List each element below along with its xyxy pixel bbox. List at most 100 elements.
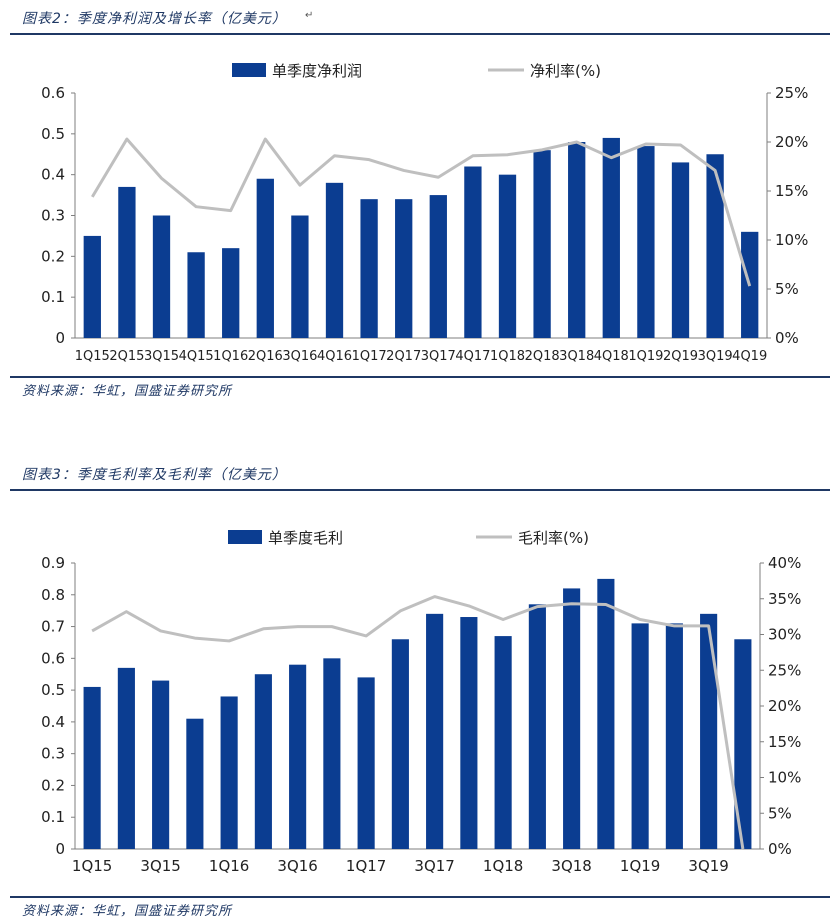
y2-tick-label: 35% <box>768 590 801 608</box>
y-tick-label: 0.6 <box>41 649 65 667</box>
bar-1Q19 <box>631 623 649 849</box>
bar-2Q18 <box>528 604 546 849</box>
figure-1-top-rule <box>10 33 830 35</box>
x-tick-label: 3Q18 <box>551 857 591 875</box>
y2-tick-label: 20% <box>775 133 808 151</box>
line-series-margin <box>91 137 752 287</box>
x-tick-label: 4Q18 <box>594 349 629 364</box>
x-tick-label: 4Q17 <box>455 349 490 364</box>
bar-2Q15 <box>118 186 136 338</box>
x-tick-label: 3Q15 <box>140 857 180 875</box>
bar-4Q17 <box>460 617 478 849</box>
legend-bar-label: 单季度毛利 <box>268 529 343 547</box>
y2-tick-label: 25% <box>768 661 801 679</box>
bar-3Q16 <box>289 664 307 849</box>
x-tick-label: 4Q16 <box>317 349 352 364</box>
bar-3Q18 <box>568 142 586 338</box>
x-tick-label: 3Q16 <box>282 349 317 364</box>
x-tick-label: 2Q19 <box>663 349 698 364</box>
y-tick-label: 0.5 <box>41 125 65 143</box>
legend-bar-swatch <box>228 530 262 544</box>
bar-1Q16 <box>222 248 240 338</box>
bar-2Q15 <box>117 667 135 849</box>
x-tick-label: 2Q17 <box>386 349 421 364</box>
x-tick-label: 1Q17 <box>352 349 387 364</box>
bar-3Q15 <box>152 680 170 849</box>
legend-line-label: 毛利率(%) <box>518 529 589 547</box>
y2-tick-label: 10% <box>775 231 808 249</box>
bar-3Q17 <box>429 195 447 338</box>
y2-tick-label: 15% <box>775 182 808 200</box>
x-tick-label: 3Q18 <box>559 349 594 364</box>
y2-tick-label: 20% <box>768 697 801 715</box>
bar-2Q16 <box>256 178 274 338</box>
bar-4Q16 <box>325 182 344 338</box>
y-tick-label: 0.2 <box>41 247 65 265</box>
y2-tick-label: 30% <box>768 626 801 644</box>
figure-2-bottom-rule <box>10 896 830 898</box>
y-tick-label: 0.5 <box>41 681 65 699</box>
bar-3Q15 <box>152 215 171 338</box>
bar-1Q17 <box>360 199 378 338</box>
y2-tick-label: 5% <box>775 280 799 298</box>
y-tick-label: 0 <box>55 329 65 347</box>
bar-1Q18 <box>494 636 512 849</box>
y2-tick-label: 40% <box>768 554 801 572</box>
paragraph-mark: ↵ <box>305 10 314 21</box>
y2-tick-label: 25% <box>775 84 808 102</box>
y2-tick-label: 5% <box>768 804 792 822</box>
bar-4Q19 <box>734 639 752 849</box>
bar-1Q16 <box>220 696 238 849</box>
x-tick-label: 4Q15 <box>179 349 214 364</box>
y-tick-label: 0.1 <box>41 808 65 826</box>
bar-4Q15 <box>186 718 204 849</box>
figure-1-source: 资料来源：华虹，国盛证券研究所 <box>22 384 233 399</box>
y-tick-label: 0.3 <box>41 745 65 763</box>
x-tick-label: 2Q16 <box>248 349 283 364</box>
x-tick-label: 3Q19 <box>688 857 728 875</box>
bar-2Q19 <box>665 623 683 849</box>
bar-4Q18 <box>597 578 615 849</box>
bar-1Q19 <box>637 146 655 338</box>
bar-1Q18 <box>498 174 517 338</box>
x-tick-label: 3Q15 <box>144 349 179 364</box>
bar-3Q19 <box>700 613 718 849</box>
y-tick-label: 0.4 <box>41 713 65 731</box>
figure-1-title: 图表2：季度净利润及增长率（亿美元） <box>22 11 287 27</box>
x-tick-label: 1Q19 <box>620 857 660 875</box>
bar-3Q17 <box>426 613 444 849</box>
y2-tick-label: 10% <box>768 769 801 787</box>
figure-1-bottom-rule <box>10 376 830 378</box>
x-tick-label: 2Q18 <box>525 349 560 364</box>
x-tick-label: 3Q17 <box>421 349 456 364</box>
x-tick-label: 1Q15 <box>75 349 110 364</box>
x-tick-label: 1Q17 <box>346 857 386 875</box>
x-tick-label: 1Q18 <box>483 857 523 875</box>
legend-bar-label: 单季度净利润 <box>272 62 362 80</box>
y2-tick-label: 15% <box>768 733 801 751</box>
legend-bar-swatch <box>232 63 266 77</box>
y-tick-label: 0.7 <box>41 618 65 636</box>
y-tick-label: 0.2 <box>41 776 65 794</box>
y2-tick-label: 0% <box>768 840 792 858</box>
bar-2Q17 <box>395 199 413 338</box>
x-tick-label: 3Q17 <box>414 857 454 875</box>
x-tick-label: 2Q15 <box>109 349 144 364</box>
figure-2-chart: 0 0.1 0.2 0.3 0.4 0.5 0.6 0.7 0.8 0.9 0% 5% 10% 15% 20… <box>41 529 801 875</box>
bar-4Q18 <box>602 137 620 338</box>
bar-3Q18 <box>563 588 581 849</box>
y-tick-label: 0 <box>55 840 65 858</box>
y2-tick-label: 0% <box>775 329 799 347</box>
bar-1Q15 <box>83 235 101 338</box>
x-tick-label: 4Q19 <box>732 349 767 364</box>
y-tick-label: 0.4 <box>41 166 65 184</box>
y-tick-label: 0.1 <box>41 288 65 306</box>
x-tick-label: 3Q16 <box>277 857 317 875</box>
bar-3Q16 <box>291 215 309 338</box>
bar-4Q15 <box>187 252 205 338</box>
x-tick-label: 1Q18 <box>490 349 525 364</box>
x-tick-label: 1Q19 <box>628 349 663 364</box>
bar-2Q16 <box>254 674 272 849</box>
figure-2-title: 图表3：季度毛利率及毛利率（亿美元） <box>22 467 287 483</box>
x-tick-label: 1Q15 <box>72 857 112 875</box>
